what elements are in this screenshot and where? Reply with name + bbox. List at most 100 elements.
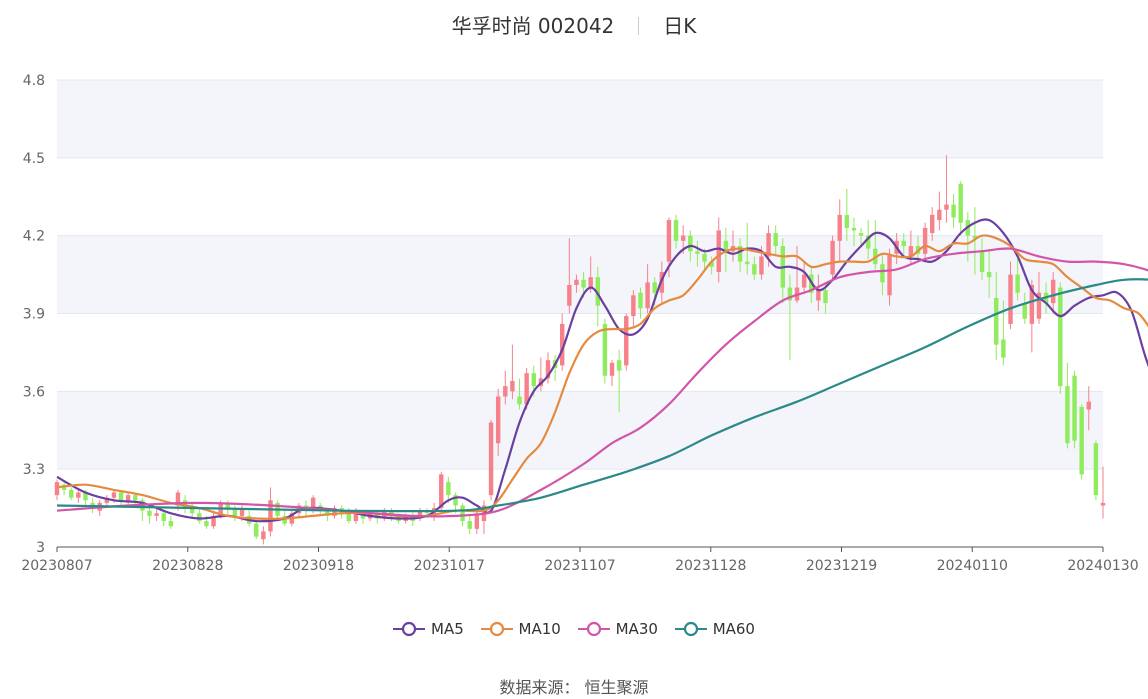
- candle-body: [994, 297, 999, 345]
- candle-body: [958, 183, 963, 223]
- candle-body: [709, 261, 714, 267]
- candle-body: [972, 235, 978, 239]
- candle-body: [189, 508, 195, 514]
- candle: [332, 505, 337, 519]
- y-axis: 3 3.3 3.6 3.9 4.2 4.5 4.8: [23, 73, 45, 556]
- legend-ma5[interactable]: MA5: [393, 620, 464, 638]
- candle: [1008, 261, 1013, 330]
- candle-body: [54, 482, 60, 496]
- legend-ma10-label: MA10: [518, 620, 561, 638]
- candle-body: [830, 240, 835, 275]
- y-tick-label: 4.5: [23, 151, 45, 167]
- candle-body: [510, 380, 515, 392]
- candle-body: [83, 492, 88, 501]
- candle-body: [631, 295, 636, 317]
- x-tick-label: 20230918: [283, 558, 354, 574]
- candle-body: [645, 282, 650, 309]
- candle: [958, 181, 963, 236]
- candle: [1058, 282, 1063, 394]
- x-tick-label: 20240110: [937, 558, 1008, 574]
- candle-body: [261, 531, 266, 540]
- candle-body: [1079, 406, 1084, 475]
- candle: [645, 264, 650, 314]
- candle-body: [225, 502, 230, 509]
- candle: [495, 388, 501, 457]
- candle: [168, 515, 174, 529]
- candle-body: [851, 227, 857, 231]
- candle-body: [816, 290, 821, 301]
- candle: [737, 238, 743, 272]
- candle-body: [908, 246, 914, 257]
- candle: [609, 360, 615, 387]
- candle: [887, 248, 892, 306]
- candle: [994, 271, 999, 361]
- y-tick-label: 3.6: [23, 384, 45, 400]
- candle-body: [887, 253, 892, 296]
- line-ma30: [56, 247, 1148, 518]
- legend-ma60[interactable]: MA60: [674, 620, 755, 638]
- candle: [801, 261, 807, 293]
- candle: [787, 274, 793, 361]
- legend-ma10-icon: [480, 621, 513, 637]
- candle-body: [154, 513, 159, 516]
- candle: [944, 155, 949, 223]
- candle: [538, 357, 544, 392]
- candle-body: [1086, 401, 1091, 410]
- candle-body: [467, 521, 472, 529]
- candlestick-chart: 33.33.63.94.24.54.8 20230807 20230828 2023…: [21, 73, 1148, 574]
- candle-body: [680, 235, 686, 241]
- candle-body: [752, 264, 757, 275]
- candle: [1079, 404, 1084, 480]
- candle-body: [76, 492, 81, 498]
- candle: [211, 510, 216, 529]
- candle-body: [346, 513, 351, 522]
- candle-body: [488, 422, 494, 496]
- candle-body: [254, 523, 259, 537]
- candle: [517, 378, 522, 410]
- candle-body: [524, 373, 529, 405]
- candle-body: [1065, 386, 1070, 444]
- candle-body: [118, 492, 124, 501]
- candle-body: [567, 284, 572, 306]
- candle: [716, 217, 721, 283]
- candle: [54, 479, 60, 501]
- candle-body: [944, 204, 949, 210]
- x-tick-label: 20231017: [414, 558, 485, 574]
- candle: [837, 199, 842, 262]
- candle: [154, 508, 159, 522]
- candle-body: [1015, 274, 1020, 293]
- candle: [1100, 466, 1106, 519]
- candle: [488, 419, 494, 501]
- candle: [844, 188, 850, 241]
- candle-body: [531, 373, 536, 387]
- candle: [979, 238, 985, 280]
- candle: [773, 225, 778, 257]
- candle: [695, 240, 700, 267]
- candle: [673, 214, 679, 249]
- legend-ma30[interactable]: MA30: [577, 620, 658, 638]
- candle-body: [69, 489, 74, 498]
- candle-body: [353, 513, 359, 522]
- line-ma5: [56, 218, 1148, 523]
- legend: MA5 MA10 MA30 MA60: [0, 620, 1148, 641]
- candle-body: [1001, 339, 1006, 358]
- candle: [140, 497, 145, 522]
- candle: [567, 238, 572, 314]
- candle-body: [602, 323, 608, 376]
- candle-body: [1050, 279, 1056, 304]
- y-tick-label: 3: [36, 540, 45, 556]
- candle-body: [495, 396, 501, 444]
- candle-body: [282, 515, 287, 524]
- candle-body: [737, 246, 743, 262]
- candle: [446, 476, 451, 503]
- candle: [1072, 370, 1077, 449]
- candle-body: [417, 510, 423, 519]
- candle: [858, 227, 864, 247]
- y-tick-label: 3.3: [23, 462, 45, 478]
- legend-ma60-label: MA60: [712, 620, 755, 638]
- x-tick-label: 20231107: [544, 558, 615, 574]
- candle-body: [979, 251, 985, 272]
- legend-ma10[interactable]: MA10: [480, 620, 561, 638]
- candle-body: [133, 495, 138, 501]
- candle: [1086, 386, 1091, 431]
